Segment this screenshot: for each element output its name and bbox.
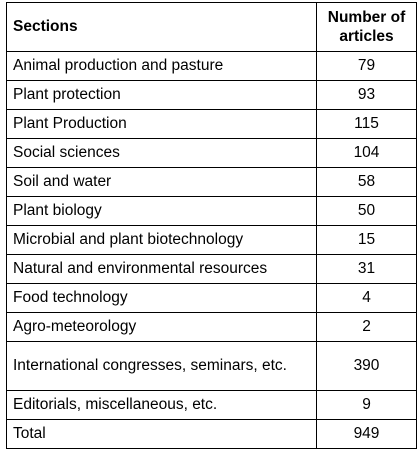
- table-row: Microbial and plant biotechnology 15: [6, 225, 417, 255]
- table-row: Food technology 4: [6, 283, 417, 313]
- table-row: Animal production and pasture 79: [6, 51, 417, 81]
- count-cell: 390: [316, 341, 417, 391]
- section-cell: Microbial and plant biotechnology: [6, 225, 317, 255]
- table-row: Plant Production 115: [6, 109, 417, 139]
- table-row: Plant protection 93: [6, 80, 417, 110]
- section-cell: Plant Production: [6, 109, 317, 139]
- section-cell: Soil and water: [6, 167, 317, 197]
- table-row: Natural and environmental resources 31: [6, 254, 417, 284]
- section-cell: Total: [6, 419, 317, 449]
- count-cell: 115: [316, 109, 417, 139]
- table-row: Soil and water 58: [6, 167, 417, 197]
- section-cell: Editorials, miscellaneous, etc.: [6, 390, 317, 420]
- section-cell: Plant biology: [6, 196, 317, 226]
- header-row: Sections Number of articles: [6, 2, 417, 52]
- section-cell: International congresses, seminars, etc.: [6, 341, 317, 391]
- section-cell: Plant protection: [6, 80, 317, 110]
- table-row: Editorials, miscellaneous, etc. 9: [6, 390, 417, 420]
- count-cell: 949: [316, 419, 417, 449]
- section-cell: Animal production and pasture: [6, 51, 317, 81]
- count-cell: 31: [316, 254, 417, 284]
- count-cell: 4: [316, 283, 417, 313]
- section-cell: Food technology: [6, 283, 317, 313]
- count-cell: 104: [316, 138, 417, 168]
- count-cell: 2: [316, 312, 417, 342]
- header-cell: Number of articles: [316, 2, 417, 52]
- table-row: International congresses, seminars, etc.…: [6, 341, 417, 391]
- count-cell: 58: [316, 167, 417, 197]
- section-cell: Social sciences: [6, 138, 317, 168]
- count-cell: 50: [316, 196, 417, 226]
- section-cell: Natural and environmental resources: [6, 254, 317, 284]
- articles-table: Sections Number of articles Animal produ…: [6, 2, 417, 449]
- count-cell: 79: [316, 51, 417, 81]
- count-cell: 93: [316, 80, 417, 110]
- header-cell: Sections: [6, 2, 317, 52]
- table-row: Social sciences 104: [6, 138, 417, 168]
- section-cell: Agro-meteorology: [6, 312, 317, 342]
- table-row: Total 949: [6, 419, 417, 449]
- count-cell: 9: [316, 390, 417, 420]
- table-row: Plant biology 50: [6, 196, 417, 226]
- table-body: Animal production and pasture 79 Plant pro…: [6, 51, 417, 449]
- table-row: Agro-meteorology 2: [6, 312, 417, 342]
- count-cell: 15: [316, 225, 417, 255]
